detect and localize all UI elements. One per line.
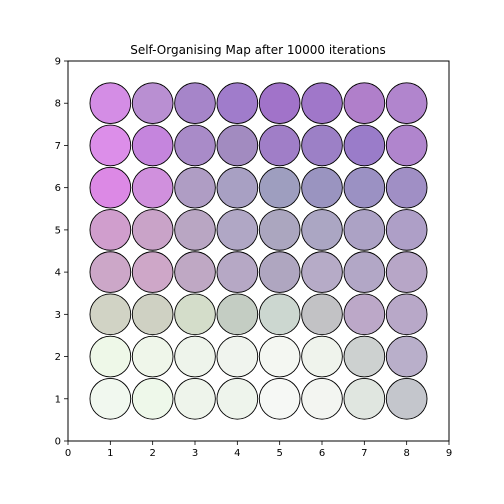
som-node	[301, 82, 343, 125]
som-node	[343, 335, 386, 378]
som-node	[131, 377, 174, 420]
som-node	[89, 124, 132, 167]
som-node	[131, 209, 174, 251]
som-node	[258, 166, 301, 209]
som-node	[89, 82, 132, 125]
som-node	[258, 293, 301, 336]
som-node	[89, 209, 132, 251]
som-node	[258, 335, 301, 378]
som-node	[385, 377, 428, 420]
som-node	[301, 377, 343, 420]
som-node	[258, 251, 301, 293]
som-node	[89, 377, 132, 420]
som-node	[343, 82, 386, 125]
x-tick-label: 0	[65, 448, 71, 459]
x-tick-label: 8	[403, 448, 409, 459]
x-tick-label: 1	[107, 448, 113, 459]
plot-frame	[67, 60, 450, 442]
som-node	[301, 335, 343, 378]
som-node	[343, 166, 386, 209]
som-node	[258, 377, 301, 420]
som-node	[343, 377, 386, 420]
som-node	[301, 166, 343, 209]
som-node	[216, 166, 259, 209]
som-node	[258, 82, 301, 125]
som-node	[174, 82, 216, 125]
som-node	[216, 335, 259, 378]
chart-title: Self-Organising Map after 10000 iteratio…	[130, 43, 386, 57]
som-node	[174, 251, 216, 293]
som-node	[385, 82, 428, 125]
som-node	[216, 124, 259, 167]
som-node	[343, 209, 386, 251]
som-node	[385, 166, 428, 209]
som-node	[216, 377, 259, 420]
som-node	[174, 124, 216, 167]
x-tick-label: 6	[319, 448, 325, 459]
som-node	[131, 124, 174, 167]
ticks-layer: 0 1 2 3 4 5 6 7 8 9 0 1 2 3 4 5 6 7 8 9	[55, 57, 453, 460]
som-node	[131, 335, 174, 378]
y-tick-label: 9	[55, 57, 61, 68]
som-node	[174, 209, 216, 251]
y-tick-label: 6	[55, 183, 61, 194]
som-node	[89, 251, 132, 293]
y-tick-label: 7	[55, 141, 61, 152]
som-node	[385, 124, 428, 167]
som-node	[174, 166, 216, 209]
x-tick-label: 4	[234, 448, 240, 459]
som-node	[89, 166, 132, 209]
x-tick-label: 5	[276, 448, 282, 459]
som-node	[343, 124, 386, 167]
som-node	[301, 124, 343, 167]
som-node	[343, 293, 386, 336]
som-node	[131, 166, 174, 209]
som-node	[174, 293, 216, 336]
x-tick-label: 7	[361, 448, 367, 459]
som-node	[385, 335, 428, 378]
som-node	[258, 209, 301, 251]
som-node	[258, 124, 301, 167]
som-node	[301, 251, 343, 293]
x-tick-label: 9	[446, 448, 452, 459]
som-node	[174, 377, 216, 420]
som-node	[216, 82, 259, 125]
som-node	[131, 251, 174, 293]
som-node	[216, 293, 259, 336]
som-node	[216, 209, 259, 251]
som-node	[89, 293, 132, 336]
som-node	[343, 251, 386, 293]
som-node	[216, 251, 259, 293]
x-tick-label: 2	[149, 448, 155, 459]
som-node	[131, 82, 174, 125]
som-node	[131, 293, 174, 336]
som-node	[385, 251, 428, 293]
som-node	[174, 335, 216, 378]
som-node	[301, 209, 343, 251]
y-tick-label: 8	[55, 99, 61, 110]
y-tick-label: 4	[55, 268, 61, 279]
som-node	[301, 293, 343, 336]
y-tick-label: 5	[55, 225, 61, 236]
x-tick-label: 3	[192, 448, 198, 459]
som-node	[385, 293, 428, 336]
y-tick-label: 2	[55, 352, 61, 363]
y-tick-label: 0	[55, 437, 61, 448]
y-tick-label: 3	[55, 310, 61, 321]
cells-layer	[89, 82, 428, 420]
som-node	[385, 209, 428, 251]
y-tick-label: 1	[55, 394, 61, 405]
som-node	[89, 335, 132, 378]
